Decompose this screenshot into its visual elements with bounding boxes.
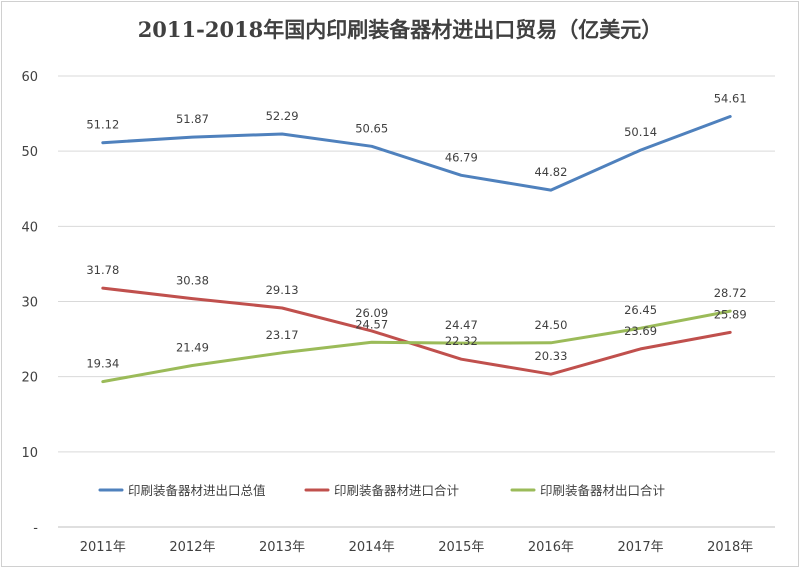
data-label: 26.45 [624, 303, 657, 317]
x-tick-label: 2014年 [349, 540, 395, 555]
data-label: 26.09 [355, 306, 388, 320]
x-tick-label: 2012年 [169, 540, 215, 555]
x-tick-label: 2013年 [259, 540, 305, 555]
data-label: 24.47 [445, 318, 478, 332]
data-label: 46.79 [445, 150, 478, 164]
series-lines [101, 115, 732, 384]
data-label: 50.14 [624, 125, 657, 139]
data-label: 24.57 [355, 317, 388, 331]
data-label: 22.32 [445, 334, 478, 348]
x-axis: 2011年 2012年 2013年 2014年 2015年 2016年 2017年 2018年 [58, 526, 775, 555]
data-label: 50.65 [355, 121, 388, 135]
y-tick-label: 40 [21, 220, 38, 235]
data-label: 51.87 [176, 112, 209, 126]
data-label: 23.17 [266, 328, 299, 342]
data-label: 28.72 [714, 286, 747, 300]
legend-label-3: 印刷装备器材出口合计 [540, 483, 665, 498]
data-labels: 51.12 51.87 52.29 50.65 46.79 44.82 50.14 54.61… [86, 92, 746, 371]
x-tick-label: 2016年 [528, 540, 574, 555]
y-tick-label: 50 [21, 145, 38, 160]
legend-label-2: 印刷装备器材进口合计 [334, 483, 459, 498]
y-tick-label: 60 [21, 70, 38, 85]
x-tick-label: 2015年 [438, 540, 484, 555]
x-tick-label: 2011年 [80, 540, 126, 555]
data-label: 20.33 [534, 349, 567, 363]
data-label: 44.82 [534, 165, 567, 179]
data-label: 30.38 [176, 274, 209, 288]
series-line-2 [101, 286, 732, 376]
y-tick-label: 30 [21, 296, 38, 311]
legend-label-1: 印刷装备器材进出口总值 [128, 483, 266, 498]
y-tick-label: - [33, 521, 38, 536]
data-label: 31.78 [86, 263, 119, 277]
data-label: 21.49 [176, 340, 209, 354]
data-label: 52.29 [266, 109, 299, 123]
data-label: 25.89 [714, 307, 747, 321]
series-line-1 [101, 115, 732, 192]
data-label: 23.69 [624, 324, 657, 338]
series-line-3 [101, 309, 732, 384]
data-label: 24.50 [534, 318, 567, 332]
grid-lines [58, 75, 775, 528]
data-label: 51.12 [86, 118, 119, 132]
chart-title: 2011-2018年国内印刷装备器材进出口贸易（亿美元） [137, 17, 663, 42]
y-axis: - 10 20 30 40 50 60 [21, 70, 38, 536]
x-tick-label: 2017年 [618, 540, 664, 555]
data-label: 54.61 [714, 92, 747, 106]
x-tick-label: 2018年 [707, 540, 753, 555]
y-tick-label: 20 [21, 371, 38, 386]
data-label: 19.34 [86, 357, 119, 371]
data-label: 29.13 [266, 283, 299, 297]
legend: 印刷装备器材进出口总值 印刷装备器材进口合计 印刷装备器材出口合计 [98, 483, 665, 498]
y-tick-label: 10 [21, 446, 38, 461]
